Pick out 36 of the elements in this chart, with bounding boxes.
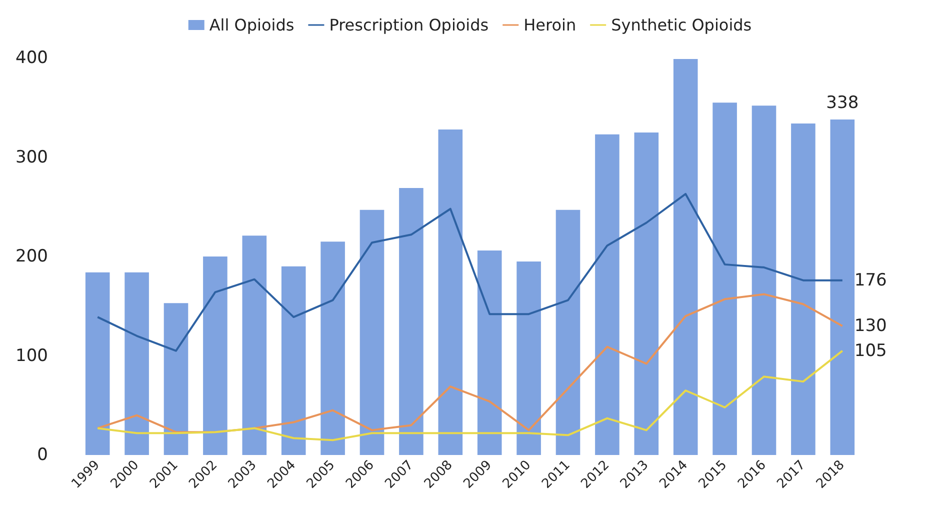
- bar: [85, 272, 110, 455]
- legend-label: Heroin: [524, 16, 576, 34]
- bar: [124, 272, 149, 455]
- line-series: [96, 192, 844, 352]
- y-tick-label: 100: [16, 346, 48, 366]
- bar: [752, 106, 776, 455]
- bar: [281, 266, 306, 455]
- bar: [438, 129, 463, 455]
- bar: [242, 236, 267, 455]
- bar: [320, 242, 345, 455]
- y-tick-label: 0: [37, 445, 48, 465]
- legend-label: Prescription Opioids: [329, 16, 489, 34]
- bar: [830, 120, 855, 455]
- bar: [360, 210, 384, 455]
- bar: [712, 102, 737, 455]
- bar: [516, 261, 541, 455]
- bar: [203, 256, 228, 455]
- data-label: 130: [854, 316, 887, 336]
- legend-label: Synthetic Opioids: [611, 16, 752, 34]
- bar: [634, 132, 659, 455]
- y-tick-label: 300: [16, 147, 48, 168]
- data-label: 105: [854, 340, 887, 361]
- bar: [673, 58, 698, 455]
- data-label: 176: [854, 270, 887, 290]
- legend-label: All Opioids: [209, 16, 294, 34]
- bar: [477, 250, 502, 455]
- bar: [164, 303, 188, 455]
- y-tick-label: 200: [16, 246, 48, 266]
- bar: [399, 188, 424, 455]
- data-label: 338: [826, 93, 859, 114]
- bar: [556, 210, 580, 455]
- bar: [791, 124, 816, 455]
- line-series: [96, 293, 844, 434]
- y-tick-label: 400: [16, 48, 48, 68]
- line-series: [96, 350, 844, 442]
- bar: [595, 134, 620, 455]
